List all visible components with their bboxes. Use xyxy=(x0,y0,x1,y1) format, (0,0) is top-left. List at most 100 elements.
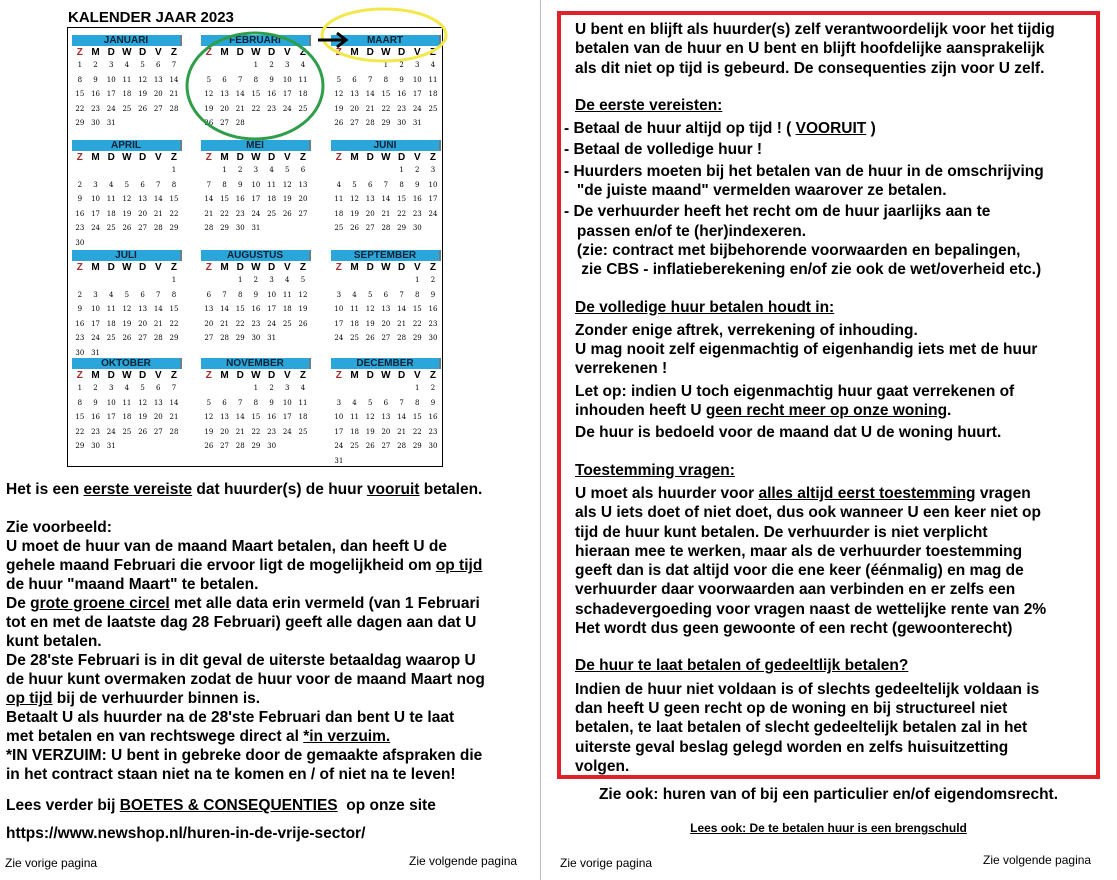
calendar-day: 27 xyxy=(138,224,148,232)
weekday-header: Z xyxy=(170,152,178,163)
calendar-day: 31 xyxy=(412,119,422,127)
text-segment: de huur "maand Maart" te betalen. xyxy=(6,576,259,593)
text-segment: uiterste geval beslag gelegd worden en z… xyxy=(575,738,1009,756)
calendar-day: 14 xyxy=(397,305,407,313)
calendar-day: 29 xyxy=(412,334,422,342)
calendar-day: 29 xyxy=(381,119,391,127)
calendar-day: 30 xyxy=(428,442,438,450)
calendar-day: 28 xyxy=(204,224,214,232)
month-november: NOVEMBER Z M D W D V Z 1 2 3 4 5 6 7 8 9 10 11 12 13 14 15 16 17… xyxy=(201,358,311,455)
text-line: verhuurder daar voorwaarden aan verbinde… xyxy=(575,580,1095,599)
calendar-day: 24 xyxy=(412,104,422,113)
boetes-link[interactable]: BOETES & CONSEQUENTIES xyxy=(119,797,338,814)
text-line: dan heeft U geen recht op de woning en b… xyxy=(575,699,1095,718)
weekday-header: Z xyxy=(429,370,437,381)
calendar-day: 10 xyxy=(282,75,292,84)
calendar-day: 17 xyxy=(251,195,261,203)
calendar-day: 21 xyxy=(397,319,407,328)
weekday-header: Z xyxy=(335,262,342,273)
calendar-day: 21 xyxy=(169,413,179,421)
calendar-day: 1 xyxy=(253,61,259,69)
text-segment: schadevergoeding voor vragen naast de we… xyxy=(575,600,1047,618)
calendar-day: 26 xyxy=(138,427,148,436)
calendar-day: 5 xyxy=(206,398,212,407)
calendar-day: 17 xyxy=(282,413,292,421)
site-url[interactable]: https://www.newshop.nl/huren-in-de-vrije… xyxy=(6,825,366,842)
text-segment: Zonder enige aftrek, verrekening of inho… xyxy=(575,321,918,339)
weekday-header: V xyxy=(413,47,421,58)
section-heading: De eerste vereisten: xyxy=(575,96,723,114)
intro-line: als dit niet op tijd is gebeurd. De cons… xyxy=(575,59,1045,77)
text-segment: dat huurder(s) de huur xyxy=(192,481,367,498)
calendar-day: 30 xyxy=(75,348,85,357)
text-line: - De verhuurder heeft het recht om de hu… xyxy=(564,202,1095,221)
weekday-header: Z xyxy=(335,370,342,381)
underlined-text: vooruit xyxy=(366,481,420,498)
underlined-text: alles altijd eerst toestemming xyxy=(758,484,976,502)
weekday-header: Z xyxy=(335,47,342,58)
calendar-day: 22 xyxy=(412,319,422,328)
text-line: tot en met de laatste dag 28 Februari) g… xyxy=(6,613,536,632)
calendar-day: 8 xyxy=(253,398,259,407)
month-name: SEPTEMBER xyxy=(331,250,441,261)
calendar-day: 23 xyxy=(91,427,100,436)
weekday-header: V xyxy=(413,152,421,163)
calendar-day: 19 xyxy=(138,413,148,421)
month-januari: JANUARI Z M D W D V Z 1 2 3 4 5 6 7 8 9 10 11 12 13 14 15 16 17 1… xyxy=(72,35,182,132)
text-segment: - Huurders moeten bij het betalen van de… xyxy=(564,162,1044,180)
calendar-day: 29 xyxy=(412,442,422,450)
weekday-header: D xyxy=(107,152,115,163)
calendar-day: 9 xyxy=(430,290,436,299)
month-name: MEI xyxy=(201,140,311,151)
calendar-day: 7 xyxy=(171,384,177,392)
calendar-day: 27 xyxy=(204,334,214,342)
text-line: verrekenen ! xyxy=(575,359,1095,378)
month-mei: MEI Z M D W D V Z 1 2 3 4 5 6 7 8 9 10 11 12 13 14 15 16 17 18 19 2… xyxy=(201,140,311,237)
text-line: Let op: indien U toch eigenmachtig huur … xyxy=(575,382,1095,401)
calendar-day: 12 xyxy=(365,413,375,421)
calendar-day: 16 xyxy=(428,413,438,421)
text-segment: hieraan mee te werken, maar als de verhu… xyxy=(575,542,1023,560)
text-line: Het is een eerste vereiste dat huurder(s… xyxy=(6,480,536,499)
calendar-day: 17 xyxy=(267,305,277,313)
calendar-day: 8 xyxy=(222,180,227,189)
prev-page-link-right[interactable]: Zie vorige pagina xyxy=(560,856,653,870)
calendar-day: 15 xyxy=(75,413,85,421)
text-line: - Betaal de volledige huur ! xyxy=(564,140,1095,159)
calendar-day: 9 xyxy=(415,180,420,189)
prev-page-link-left[interactable]: Zie vorige pagina xyxy=(5,856,98,870)
text-segment: Het wordt dus geen gewoonte of een recht… xyxy=(575,620,1013,638)
text-segment: de huur kunt overmaken zodat de huur voo… xyxy=(6,671,485,688)
next-page-link-left[interactable]: Zie volgende pagina xyxy=(409,854,518,868)
weekday-header: D xyxy=(267,152,276,163)
calendar-day: 22 xyxy=(220,209,229,218)
calendar-day: 10 xyxy=(334,305,344,313)
next-page-link-right[interactable]: Zie volgende pagina xyxy=(983,853,1092,867)
read-also-link[interactable]: Lees ook: De te betalen huur is een bren… xyxy=(690,821,967,835)
weekday-header: Z xyxy=(170,47,178,58)
calendar-day: 22 xyxy=(235,319,245,328)
calendar-day: 12 xyxy=(350,195,359,203)
calendar-day: 5 xyxy=(367,398,373,407)
text-segment: vragen xyxy=(975,484,1031,502)
month-name: JULI xyxy=(72,250,182,261)
calendar-day: 6 xyxy=(383,398,389,407)
text-line: de huur kunt overmaken zodat de huur voo… xyxy=(6,670,536,689)
calendar-day: 10 xyxy=(251,180,261,189)
calendar-day: 24 xyxy=(334,334,344,342)
calendar-day: 15 xyxy=(397,195,407,203)
text-line: volgen. xyxy=(575,757,1095,776)
calendar-day: 6 xyxy=(222,75,227,84)
calendar-day: 18 xyxy=(106,319,116,328)
text-segment: gehele maand Februari die ervoor ligt de… xyxy=(6,557,436,574)
text-line: U moet als huurder voor alles altijd eer… xyxy=(575,484,1095,503)
calendar-title: KALENDER JAAR 2023 xyxy=(68,9,234,26)
calendar-day: 23 xyxy=(91,104,100,113)
weekday-header: M xyxy=(350,47,359,58)
calendar-day: 22 xyxy=(251,104,261,113)
text-line: U mag nooit zelf eigenmachtig of eigenha… xyxy=(575,340,1095,359)
calendar-day: 9 xyxy=(237,180,243,189)
calendar-day: 27 xyxy=(153,427,163,436)
text-segment: verrekenen ! xyxy=(575,360,668,378)
calendar-day: 2 xyxy=(430,384,436,392)
